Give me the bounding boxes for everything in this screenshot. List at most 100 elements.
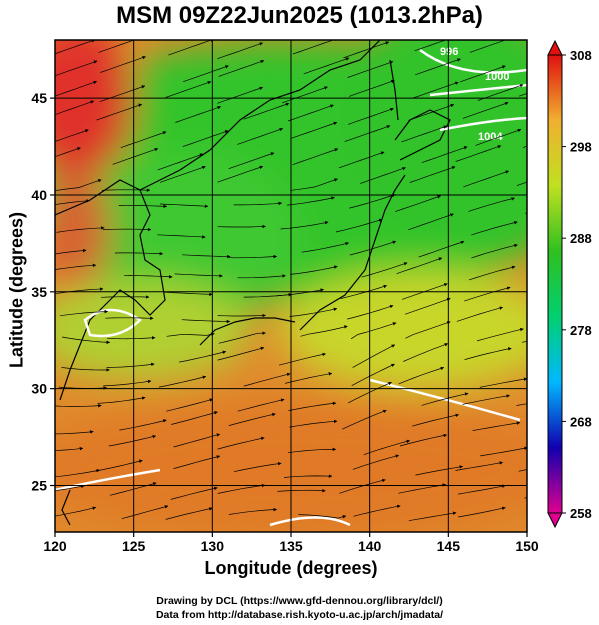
streamline: [464, 286, 511, 302]
streamline: [55, 199, 90, 205]
streamline: [166, 398, 214, 412]
streamline: [455, 461, 504, 471]
streamline: [471, 243, 518, 259]
streamline: [298, 514, 347, 519]
streamline: [55, 468, 100, 478]
streamline: [243, 102, 290, 120]
streamline: [352, 344, 396, 368]
streamline: [398, 366, 445, 385]
streamline: [105, 316, 154, 320]
streamline: [363, 439, 411, 456]
streamline: [182, 254, 231, 259]
streamline: [291, 178, 338, 191]
streamline: [97, 396, 146, 404]
streamline: [233, 461, 282, 473]
streamline: [179, 350, 227, 363]
streamline: [396, 257, 443, 275]
colorbar-tick-label: 278: [570, 323, 592, 338]
streamline: [217, 165, 264, 183]
colorbar-tick-label: 258: [570, 506, 592, 521]
streamline: [289, 307, 338, 317]
streamline: [106, 362, 155, 368]
streamline: [415, 58, 461, 76]
streamline: [59, 309, 109, 317]
streamline: [462, 394, 510, 405]
streamline: [237, 274, 286, 279]
streamline: [347, 61, 394, 78]
streamline: [404, 297, 451, 315]
streamline: [114, 251, 164, 256]
streamline: [524, 497, 527, 499]
streamline: [174, 273, 223, 278]
streamline: [459, 65, 506, 83]
streamline: [228, 412, 276, 426]
streamline: [289, 419, 338, 428]
streamline: [291, 121, 338, 139]
streamline: [475, 128, 522, 146]
colorbar-gradient: [547, 54, 563, 514]
streamline: [217, 346, 265, 361]
colorbar-min-arrow: [547, 512, 563, 529]
streamline: [112, 147, 159, 165]
streamline: [412, 413, 460, 427]
streamline: [98, 40, 136, 53]
streamline: [55, 446, 84, 451]
streamline: [418, 240, 465, 258]
streamline: [353, 504, 401, 517]
colorbar: 308 298 288 278 268 258: [547, 39, 592, 529]
streamline: [55, 287, 104, 295]
streamline: [170, 486, 218, 500]
streamline: [120, 131, 167, 149]
y-tick-label: 35: [31, 284, 47, 300]
streamline: [338, 151, 385, 169]
contour-label-1000: 1000: [485, 71, 509, 83]
y-axis-label: Latitude (degrees): [6, 211, 27, 369]
x-tick-label: 150: [515, 538, 539, 554]
streamline: [118, 204, 168, 209]
streamline: [175, 106, 222, 123]
streamline: [165, 81, 212, 98]
streamline: [217, 224, 266, 229]
y-tick-label: 30: [31, 381, 47, 397]
colorbar-tick-label: 288: [570, 231, 592, 246]
streamline: [468, 265, 516, 281]
streamline: [217, 483, 266, 494]
streamline: [56, 226, 105, 233]
streamline: [347, 304, 394, 320]
streamline: [276, 288, 324, 297]
streamline: [458, 506, 506, 518]
streamline: [455, 145, 502, 162]
y-tick-label: 40: [31, 187, 47, 203]
streamline: [217, 436, 265, 450]
streamline: [408, 103, 455, 121]
streamline: [283, 474, 333, 478]
x-tick-label: 130: [201, 538, 225, 554]
streamline: [403, 343, 449, 362]
streamline: [292, 40, 339, 55]
streamline: [243, 372, 291, 387]
streamline: [408, 213, 454, 231]
streamline: [228, 507, 278, 515]
streamline: [282, 86, 328, 104]
streamline: [344, 125, 391, 142]
x-tick-label: 145: [437, 538, 461, 554]
streamline: [157, 153, 204, 171]
streamline: [414, 40, 447, 52]
x-tick-label: 140: [358, 538, 382, 554]
y-axis-ticks: 25 30 35 40 45: [31, 90, 55, 494]
contour-label-996: 996: [440, 46, 458, 58]
streamline: [421, 146, 468, 163]
streamline: [101, 188, 151, 192]
streamline: [395, 195, 441, 212]
streamline: [55, 80, 98, 97]
streamline: [217, 313, 266, 318]
streamline: [292, 148, 339, 166]
streamline: [99, 85, 146, 103]
streamline: [217, 86, 264, 104]
streamline: [157, 234, 206, 239]
streamline: [280, 221, 329, 230]
streamline: [463, 170, 510, 188]
streamline: [516, 181, 527, 186]
y-tick-label: 25: [31, 478, 47, 494]
